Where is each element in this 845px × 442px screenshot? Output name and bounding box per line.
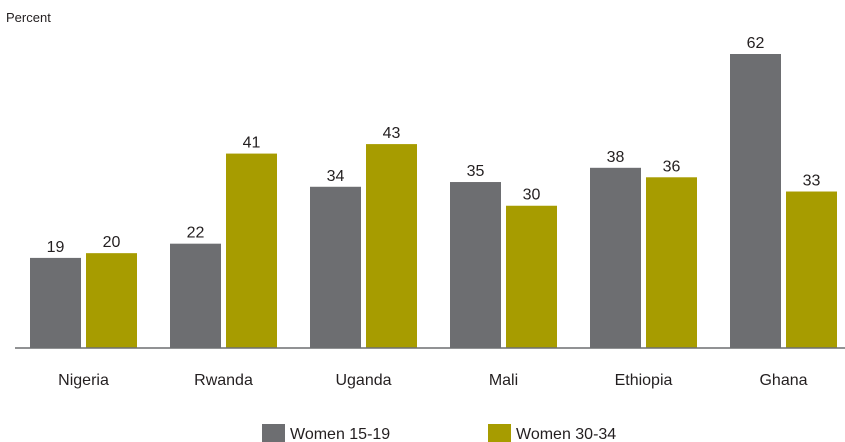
bar-rwanda-women-30-34 xyxy=(226,153,277,348)
bar-mali-women-30-34 xyxy=(506,205,557,348)
bar-nigeria-women-30-34 xyxy=(86,253,137,348)
value-label-ethiopia-women-15-19: 38 xyxy=(607,149,625,166)
legend: Women 15-19 Women 30-34 xyxy=(262,424,616,442)
category-label-uganda: Uganda xyxy=(335,372,391,389)
bar-uganda-women-30-34 xyxy=(366,144,417,348)
value-label-uganda-women-30-34: 43 xyxy=(383,125,401,142)
value-label-nigeria-women-15-19: 19 xyxy=(47,239,65,256)
bar-rwanda-women-15-19 xyxy=(170,243,221,348)
value-label-mali-women-30-34: 30 xyxy=(523,187,541,204)
legend-swatch-women-15-19 xyxy=(262,424,285,442)
bars-layer xyxy=(30,54,837,348)
bar-ghana-women-30-34 xyxy=(786,191,837,348)
legend-label-women-30-34: Women 30-34 xyxy=(516,426,616,442)
bar-ethiopia-women-30-34 xyxy=(646,177,697,348)
value-label-uganda-women-15-19: 34 xyxy=(327,168,345,185)
category-label-mali: Mali xyxy=(489,372,518,389)
value-label-ethiopia-women-30-34: 36 xyxy=(663,158,681,175)
value-label-mali-women-15-19: 35 xyxy=(467,163,485,180)
value-label-rwanda-women-15-19: 22 xyxy=(187,225,205,242)
value-labels-layer: 19 20 22 41 34 43 35 30 38 36 62 33 xyxy=(47,35,821,256)
bar-ethiopia-women-15-19 xyxy=(590,167,641,348)
legend-label-women-15-19: Women 15-19 xyxy=(290,426,390,442)
y-axis-unit-label: Percent xyxy=(6,10,51,25)
value-label-ghana-women-15-19: 62 xyxy=(747,35,765,52)
bar-uganda-women-15-19 xyxy=(310,186,361,348)
bar-ghana-women-15-19 xyxy=(730,54,781,348)
value-label-ghana-women-30-34: 33 xyxy=(803,173,821,190)
legend-swatch-women-30-34 xyxy=(488,424,511,442)
category-labels-layer: Nigeria Rwanda Uganda Mali Ethiopia Ghana xyxy=(58,372,807,389)
category-label-ghana: Ghana xyxy=(759,372,807,389)
value-label-rwanda-women-30-34: 41 xyxy=(243,135,261,152)
value-label-nigeria-women-30-34: 20 xyxy=(103,234,121,251)
bar-mali-women-15-19 xyxy=(450,182,501,348)
category-label-ethiopia: Ethiopia xyxy=(615,372,673,389)
category-label-rwanda: Rwanda xyxy=(194,372,253,389)
bar-nigeria-women-15-19 xyxy=(30,257,81,348)
category-label-nigeria: Nigeria xyxy=(58,372,109,389)
